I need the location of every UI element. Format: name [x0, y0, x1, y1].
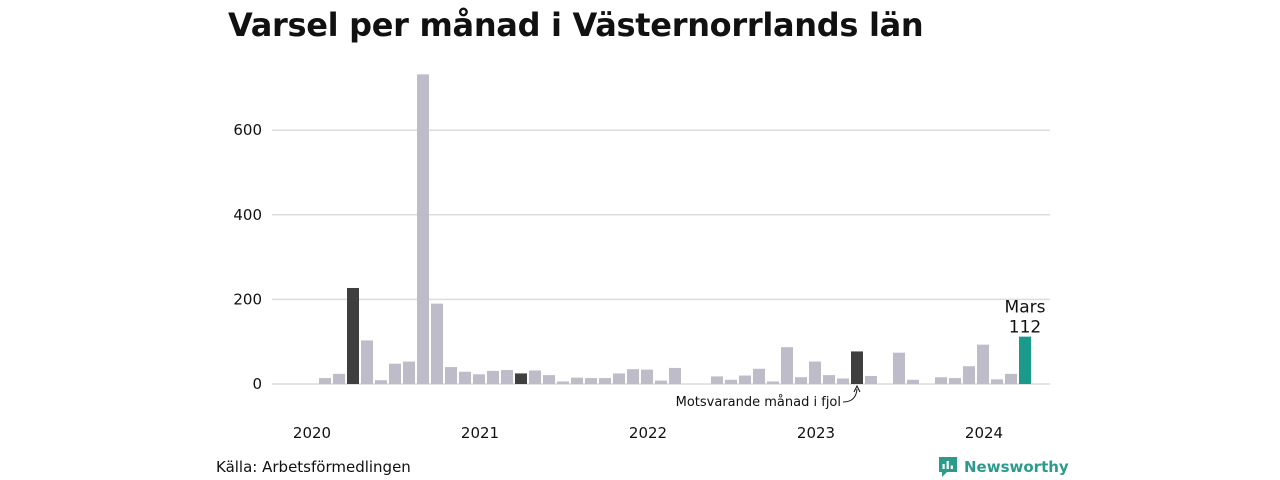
x-tick-label: 2021: [461, 424, 499, 442]
bar: [655, 380, 667, 384]
bar: [431, 303, 443, 384]
bars: [319, 74, 1031, 384]
bar: [333, 373, 345, 384]
source-note: Källa: Arbetsförmedlingen: [216, 458, 411, 476]
bar: [389, 363, 401, 384]
chart-title: Varsel per månad i Västernorrlands län: [228, 6, 924, 44]
bar: [487, 370, 499, 384]
bar: [851, 351, 863, 384]
bar: [823, 375, 835, 384]
bar: [963, 366, 975, 384]
x-axis-year-labels: 2020 2021 2022 2023 2024: [293, 424, 1003, 442]
bar: [515, 373, 527, 384]
y-tick-label: 400: [233, 206, 262, 224]
x-tick-label: 2023: [797, 424, 835, 442]
annotation-arrow: [842, 388, 858, 403]
bar: [753, 368, 765, 384]
bar: [571, 377, 583, 384]
brand-name: Newsworthy: [964, 458, 1069, 476]
bar: [725, 379, 737, 384]
bar: [907, 379, 919, 384]
bar: [1019, 336, 1031, 384]
x-tick-label: 2022: [629, 424, 667, 442]
bar: [375, 380, 387, 384]
bar: [865, 375, 877, 384]
bar: [795, 377, 807, 384]
bar: [809, 361, 821, 384]
bar: [473, 374, 485, 384]
annotation-arrowhead: [853, 384, 861, 393]
bar: [837, 378, 849, 384]
bar: [641, 369, 653, 384]
bar: [949, 378, 961, 384]
highlight-month-label: Mars: [1005, 298, 1046, 318]
bar: [417, 74, 429, 384]
bar: [991, 379, 1003, 384]
bar: [627, 369, 639, 384]
bar: [935, 377, 947, 384]
bar: [893, 352, 905, 384]
x-tick-label: 2024: [965, 424, 1003, 442]
bar: [711, 376, 723, 384]
bar: [403, 361, 415, 384]
newsworthy-icon: [939, 457, 957, 477]
bar: [739, 375, 751, 384]
grid-lines: [272, 129, 1050, 385]
bar: [529, 370, 541, 384]
y-axis-ticks: 0 200 400 600: [233, 121, 262, 393]
bar: [669, 367, 681, 384]
bar: [767, 381, 779, 384]
y-tick-label: 0: [252, 375, 262, 393]
bar: [781, 347, 793, 384]
bar: [599, 378, 611, 384]
bar: [319, 378, 331, 384]
bar: [585, 378, 597, 384]
x-tick-label: 2020: [293, 424, 331, 442]
y-tick-label: 200: [233, 290, 262, 308]
bar: [347, 287, 359, 384]
highlight-value-label: 112: [1009, 318, 1041, 338]
bar: [459, 371, 471, 384]
bar: [557, 381, 569, 384]
bar: [977, 344, 989, 384]
brand-logo: Newsworthy: [938, 456, 1069, 478]
bar: [361, 340, 373, 384]
bar: [445, 367, 457, 384]
annotation-label: Motsvarande månad i fjol: [676, 395, 841, 410]
bar: [543, 375, 555, 384]
bar: [1005, 373, 1017, 384]
y-tick-label: 600: [233, 121, 262, 139]
bar: [501, 370, 513, 384]
bar: [613, 373, 625, 384]
